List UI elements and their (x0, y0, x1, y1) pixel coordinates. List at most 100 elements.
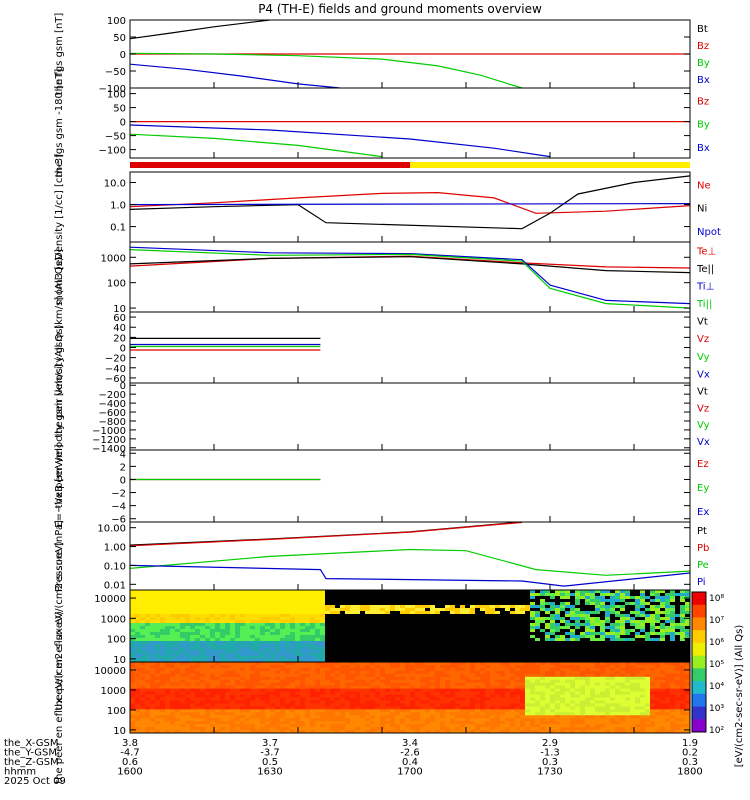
y-axis-label: the peer en eflux eV/(cm2-s-sr-eV) (54, 611, 65, 784)
footer-value: 3.7 (262, 738, 278, 749)
y-tick-label: −100 (99, 146, 126, 157)
series-By (130, 133, 383, 158)
colorbar-frame (691, 591, 707, 733)
y-axis-label: the peer velocity gsm [km/s] (All Qs) (54, 324, 65, 508)
legend-Ti⊥: Ti⊥ (696, 281, 714, 292)
footer-value: 0.6 (122, 757, 138, 768)
footer-row-label: the_X-GSM (4, 738, 58, 749)
colorbar-swatch (692, 706, 706, 720)
footer-value: -1.3 (540, 748, 560, 759)
colorbar: 10⁸ 10⁷ 10⁶ 10⁵ 10⁴ 10³ 10² [eV/(cm2-sec-sr-eV)… (691, 591, 745, 768)
legend-Te||: Te|| (696, 264, 714, 275)
colorbar-tick: 10⁵ (709, 660, 724, 670)
legend-Ne: Ne (697, 180, 711, 191)
series-Te|| (130, 256, 690, 274)
colorbar-swatch (692, 655, 706, 669)
y-tick-label: −1000 (92, 426, 126, 437)
y-tick-label: 20 (113, 333, 126, 344)
panel-density: 10.0 1.0 0.1 Density [1/cc] [cm-3] Ne Ni Npot (54, 154, 721, 260)
legend-Ez: Ez (697, 459, 709, 470)
panel-fgs_gsm: 100 50 0 −50 −100 the fgs gsm [nT] Bt Bz By Bx (54, 13, 710, 96)
legend-Vt: Vt (697, 387, 708, 398)
plot-title: P4 (TH-E) fields and ground moments over… (258, 2, 542, 16)
y-tick-label: −800 (99, 417, 126, 428)
footer-value: -2.6 (400, 748, 420, 759)
y-axis-label: the peir velocity gsm [km/s] (All Qs) (54, 257, 65, 438)
y-tick-label: 1000 (101, 253, 126, 264)
y-axis-label: the peir en eflux eV/(cm2-s-sr-eV) (54, 541, 65, 710)
series-Ti|| (130, 249, 690, 309)
y-tick-label: 10000 (94, 666, 126, 677)
y-tick-label: −100 (99, 84, 126, 95)
panel-efield: 4 2 0 −2 −4 −6 E=−VxB [mV/m] Ez Ey Ex (54, 444, 709, 527)
y-tick-label: 100 (107, 90, 126, 101)
y-tick-label: −4 (111, 502, 126, 513)
series-Ni (130, 175, 690, 230)
panel-frame (129, 87, 691, 159)
legend-Npot: Npot (697, 227, 721, 238)
footer-row-label: the_Z-GSM (4, 757, 59, 768)
footer-value: 0.3 (682, 757, 698, 768)
legend-Vt: Vt (697, 316, 708, 327)
footer-value: 1.9 (682, 738, 698, 749)
colorbar-tick: 10⁸ (709, 594, 724, 604)
colorbar-swatch (692, 630, 706, 644)
y-tick-label: −50 (105, 132, 126, 143)
series-Ti⊥ (130, 246, 690, 305)
panel-frame (129, 311, 691, 384)
colorbar-tick: 10⁷ (709, 616, 724, 626)
colorbar-tick: 10² (709, 726, 724, 736)
legend-Ni: Ni (697, 204, 707, 215)
footer-value: 3.4 (402, 738, 418, 749)
colorbar-tick: 10³ (709, 704, 724, 714)
legend-Ex: Ex (697, 507, 709, 518)
y-axis-label: the fgs gsm [nT] (54, 13, 65, 96)
series-Pe (130, 548, 690, 576)
y-axis-label: Density [1/cc] [cm-3] (54, 154, 65, 260)
y-tick-label: 2 (120, 462, 126, 473)
colorbar-swatch (692, 681, 706, 695)
y-tick-label: 0 (120, 381, 126, 392)
panel-temperature: 1000 100 10 mom3 [eV] Te⊥ Te|| Ti⊥ Ti|| (54, 241, 716, 315)
footer-value: 0.3 (542, 757, 558, 768)
legend-Ti||: Ti|| (696, 299, 712, 310)
y-tick-label: 50 (113, 104, 126, 115)
y-tick-label: 40 (113, 323, 126, 334)
series-Bx (130, 124, 551, 158)
series-Bt (130, 20, 271, 40)
y-tick-label: 1.00 (104, 543, 126, 554)
legend-Vx: Vx (697, 370, 710, 381)
footer-ephemeris: the_X-GSM 3.8 3.7 3.4 2.9 1.9 the_Y-GSM -4.7 -3.… (4, 738, 703, 787)
legend-Vx: Vx (697, 437, 710, 448)
series-Te⊥ (130, 255, 690, 269)
footer-value: -3.7 (260, 748, 280, 759)
y-tick-label: 0 (120, 475, 126, 486)
y-tick-label: 0 (120, 344, 126, 355)
footer-value: 0.5 (262, 757, 278, 768)
y-tick-label: −50 (105, 67, 126, 78)
legend-Pb: Pb (697, 543, 709, 554)
series-Ne (130, 191, 690, 214)
footer-value: 1800 (677, 767, 702, 778)
y-tick-label: 100 (107, 706, 126, 717)
colorbar-tick: 10⁶ (709, 638, 724, 648)
colorbar-label: [eV/(cm2-sec-sr-eV)] (All Qs) (734, 625, 745, 768)
footer-row-label: hhmm (4, 767, 36, 778)
y-tick-label: 10 (113, 655, 126, 666)
y-tick-label: −20 (105, 354, 126, 365)
y-tick-label: 1000 (101, 614, 126, 625)
y-tick-label: 0.1 (110, 223, 126, 234)
legend-By: By (697, 120, 710, 131)
colorbar-swatch (692, 604, 706, 618)
spectrogram-peir_eflux (130, 590, 690, 662)
legend-Ey: Ey (697, 483, 709, 494)
colorbar-swatch (692, 617, 706, 631)
legend-Bx: Bx (697, 75, 710, 86)
y-tick-label: 1000 (101, 686, 126, 697)
y-tick-label: −2 (111, 489, 126, 500)
legend-Bx: Bx (697, 143, 710, 154)
panel-pressure: 10.00 1.00 0.10 0.01 Pressure [nPa] Pt Pb Pe Pi (54, 520, 709, 592)
y-tick-label: −400 (99, 399, 126, 410)
